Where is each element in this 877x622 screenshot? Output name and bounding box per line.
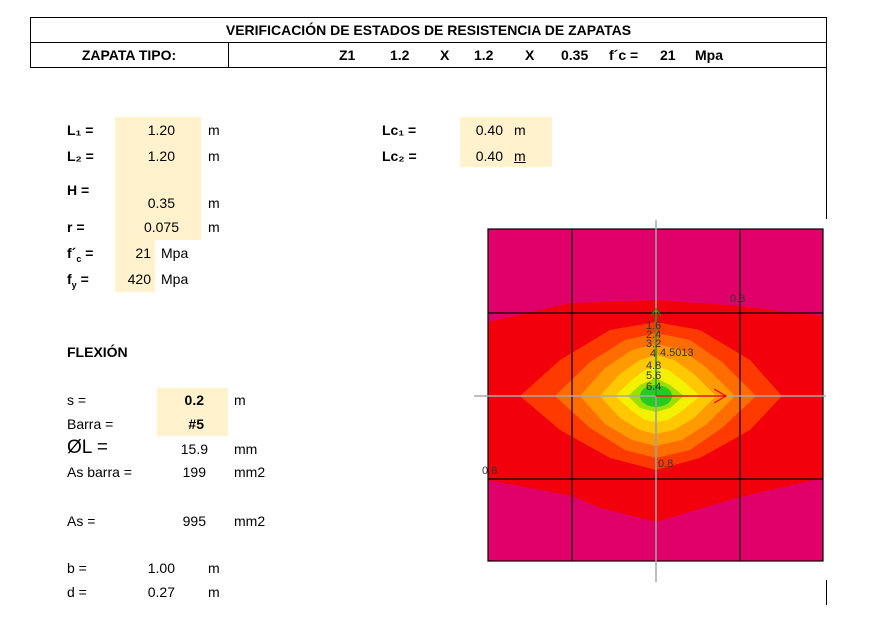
label: r = xyxy=(67,219,85,235)
value: 0.075 xyxy=(143,219,179,235)
contour-label: 4.5013 xyxy=(660,347,694,359)
label: b = xyxy=(67,560,87,576)
label: d = xyxy=(67,584,87,600)
border xyxy=(826,580,827,605)
unit: Mpa xyxy=(161,271,189,287)
border xyxy=(30,17,31,67)
type-cell: Z1 xyxy=(339,47,356,63)
unit: m xyxy=(234,392,246,408)
contour-label: 5.6 xyxy=(646,370,661,382)
contour-label: 4.8 xyxy=(646,360,661,372)
contour-label: 6.4 xyxy=(646,381,661,393)
value: 15.9 xyxy=(180,441,208,457)
label: As barra = xyxy=(67,464,132,480)
input-cell xyxy=(115,240,155,292)
border xyxy=(826,17,827,219)
unit: m xyxy=(208,122,220,138)
input-cell xyxy=(460,117,552,167)
value: 0.40 xyxy=(475,148,503,164)
label: fy = xyxy=(67,270,89,294)
label-part: = xyxy=(76,271,89,287)
border xyxy=(30,67,827,68)
unit: m xyxy=(208,148,220,164)
label-part: f´ xyxy=(67,245,77,261)
value: 0.40 xyxy=(475,122,503,138)
label: L₂ = xyxy=(67,148,94,164)
label: H = xyxy=(67,182,90,198)
label: As = xyxy=(67,513,96,529)
type-cell: 0.35 xyxy=(561,47,589,63)
type-cell: 21 xyxy=(660,47,676,63)
unit: mm2 xyxy=(234,464,266,480)
label: Lc₁ = xyxy=(382,122,417,138)
label: Lc₂ = xyxy=(382,148,417,164)
border xyxy=(228,42,229,67)
label: L₁ = xyxy=(67,122,94,138)
value: 420 xyxy=(127,271,151,287)
type-cell: X xyxy=(440,47,450,63)
value: 1.20 xyxy=(147,148,175,164)
title: VERIFICACIÓN DE ESTADOS DE RESISTENCIA D… xyxy=(225,22,632,38)
input-cell xyxy=(157,388,228,436)
unit: m xyxy=(208,219,220,235)
section-title: FLEXIÓN xyxy=(67,344,128,360)
value: 0.27 xyxy=(147,584,175,600)
unit: m xyxy=(514,148,526,164)
type-cell: 1.2 xyxy=(390,47,410,63)
value: 995 xyxy=(182,513,206,529)
label-part: = xyxy=(81,245,94,261)
unit: m xyxy=(208,195,220,211)
label: f´c = xyxy=(67,244,93,268)
unit: mm xyxy=(234,441,258,457)
value: 0.35 xyxy=(147,195,175,211)
unit: mm2 xyxy=(234,513,266,529)
type-cell: 1.2 xyxy=(474,47,494,63)
unit: m xyxy=(514,122,526,138)
contour-label: 1.6 xyxy=(646,320,661,332)
unit: m xyxy=(208,584,220,600)
label: Barra = xyxy=(67,416,114,432)
label: ØL = xyxy=(67,437,109,458)
contour-label: 0.8 xyxy=(730,293,745,305)
value: 1.20 xyxy=(147,122,175,138)
value: 199 xyxy=(182,464,206,480)
x-arrow xyxy=(713,388,728,404)
label-sub: c xyxy=(76,253,82,264)
unit: m xyxy=(208,560,220,576)
value: 0.2 xyxy=(184,392,204,408)
contour-label: 4 xyxy=(650,348,656,360)
value: 1.00 xyxy=(147,560,175,576)
type-label: ZAPATA TIPO: xyxy=(81,47,177,63)
label-sub: y xyxy=(71,279,77,290)
contour-label: 0.8 xyxy=(658,458,673,470)
contour-label: 0.8 xyxy=(482,465,497,477)
input-cell xyxy=(115,117,201,240)
type-cell: f´c = xyxy=(609,47,639,63)
type-cell: Mpa xyxy=(695,47,723,63)
label-part: f xyxy=(67,271,72,287)
type-cell: X xyxy=(525,47,535,63)
y-arrow xyxy=(650,307,662,317)
contour-label: 3.2 xyxy=(646,338,661,350)
label: s = xyxy=(67,392,87,408)
border xyxy=(30,17,827,18)
contour-label: 2.4 xyxy=(646,329,661,341)
value: 21 xyxy=(135,245,151,261)
unit: Mpa xyxy=(161,245,189,261)
value: #5 xyxy=(188,416,204,432)
border xyxy=(30,42,827,43)
